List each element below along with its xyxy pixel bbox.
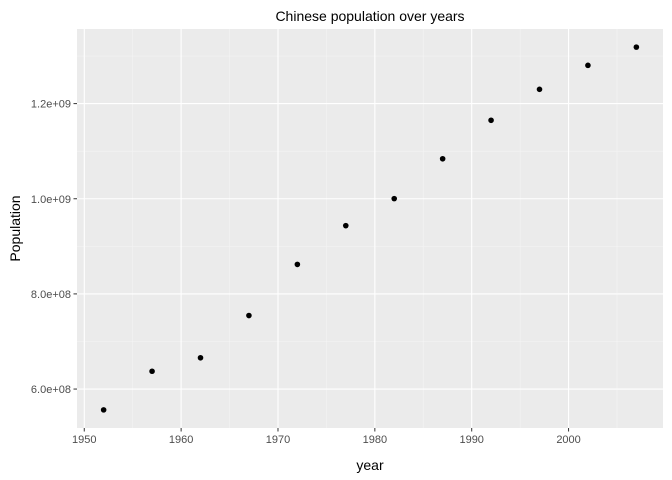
x-axis: 1950 1960 1970 1980 1990 2000: [72, 428, 581, 446]
data-point: [246, 313, 252, 319]
x-tick-label: 2000: [556, 434, 580, 446]
data-point: [198, 355, 204, 361]
x-tick-label: 1970: [266, 434, 290, 446]
chart-title: Chinese population over years: [275, 8, 464, 24]
data-point: [488, 117, 494, 123]
data-point: [295, 262, 301, 268]
data-point: [391, 196, 397, 202]
y-tick-label: 1.0e+09: [31, 194, 71, 206]
y-tick-label: 6.0e+08: [31, 384, 71, 396]
data-point: [149, 368, 155, 374]
y-axis: 6.0e+08 8.0e+08 1.0e+09 1.2e+09: [31, 99, 77, 396]
data-point: [101, 407, 107, 413]
y-axis-title: Population: [7, 195, 23, 261]
x-tick-label: 1980: [363, 434, 387, 446]
data-point: [537, 86, 543, 92]
x-tick-label: 1960: [169, 434, 193, 446]
x-tick-label: 1950: [72, 434, 96, 446]
plot-panel: [77, 29, 663, 428]
y-tick-label: 1.2e+09: [31, 99, 71, 111]
data-point: [634, 44, 640, 50]
y-tick-label: 8.0e+08: [31, 289, 71, 301]
data-point: [343, 223, 349, 229]
data-point: [585, 63, 591, 69]
x-axis-title: year: [356, 457, 384, 473]
x-tick-label: 1990: [459, 434, 483, 446]
data-point: [440, 156, 446, 162]
